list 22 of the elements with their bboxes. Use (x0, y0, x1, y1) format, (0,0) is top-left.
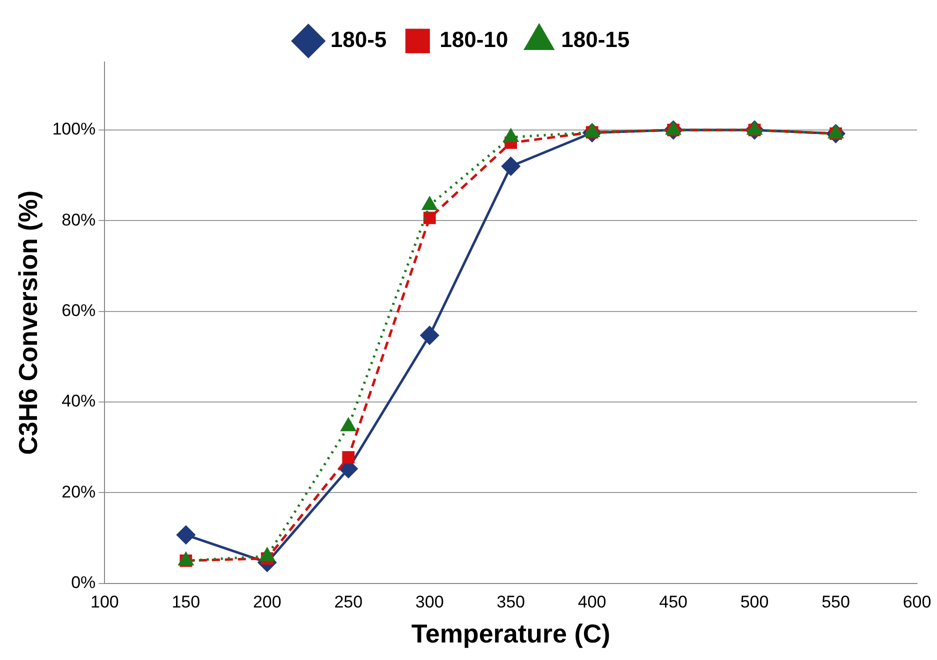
y-tick-label: 40% (62, 392, 96, 411)
x-tick-label: 350 (496, 592, 526, 612)
x-tick-label: 450 (659, 592, 688, 612)
x-tick-label: 200 (252, 592, 282, 612)
y-tick-label: 0% (71, 573, 96, 592)
x-tick-label: 300 (415, 592, 444, 612)
x-tick-label: 250 (334, 592, 363, 612)
y-axis-title: C3H6 Conversion (%) (12, 190, 43, 455)
x-tick-label: 100 (90, 592, 119, 612)
x-tick-label: 500 (740, 592, 769, 612)
y-tick-label: 20% (62, 482, 96, 502)
legend-label: 180-5 (330, 27, 387, 52)
y-tick-label: 60% (62, 301, 96, 320)
x-tick-label: 600 (902, 592, 932, 612)
x-tick-label: 550 (822, 592, 850, 612)
y-tick-label: 100% (52, 120, 96, 139)
x-tick-label: 150 (172, 592, 200, 612)
x-axis-title: Temperature (C) (411, 618, 610, 649)
legend-label: 180-10 (440, 27, 508, 52)
legend-label: 180-15 (561, 27, 630, 52)
y-tick-label: 80% (62, 210, 96, 230)
x-tick-label: 400 (578, 592, 606, 612)
